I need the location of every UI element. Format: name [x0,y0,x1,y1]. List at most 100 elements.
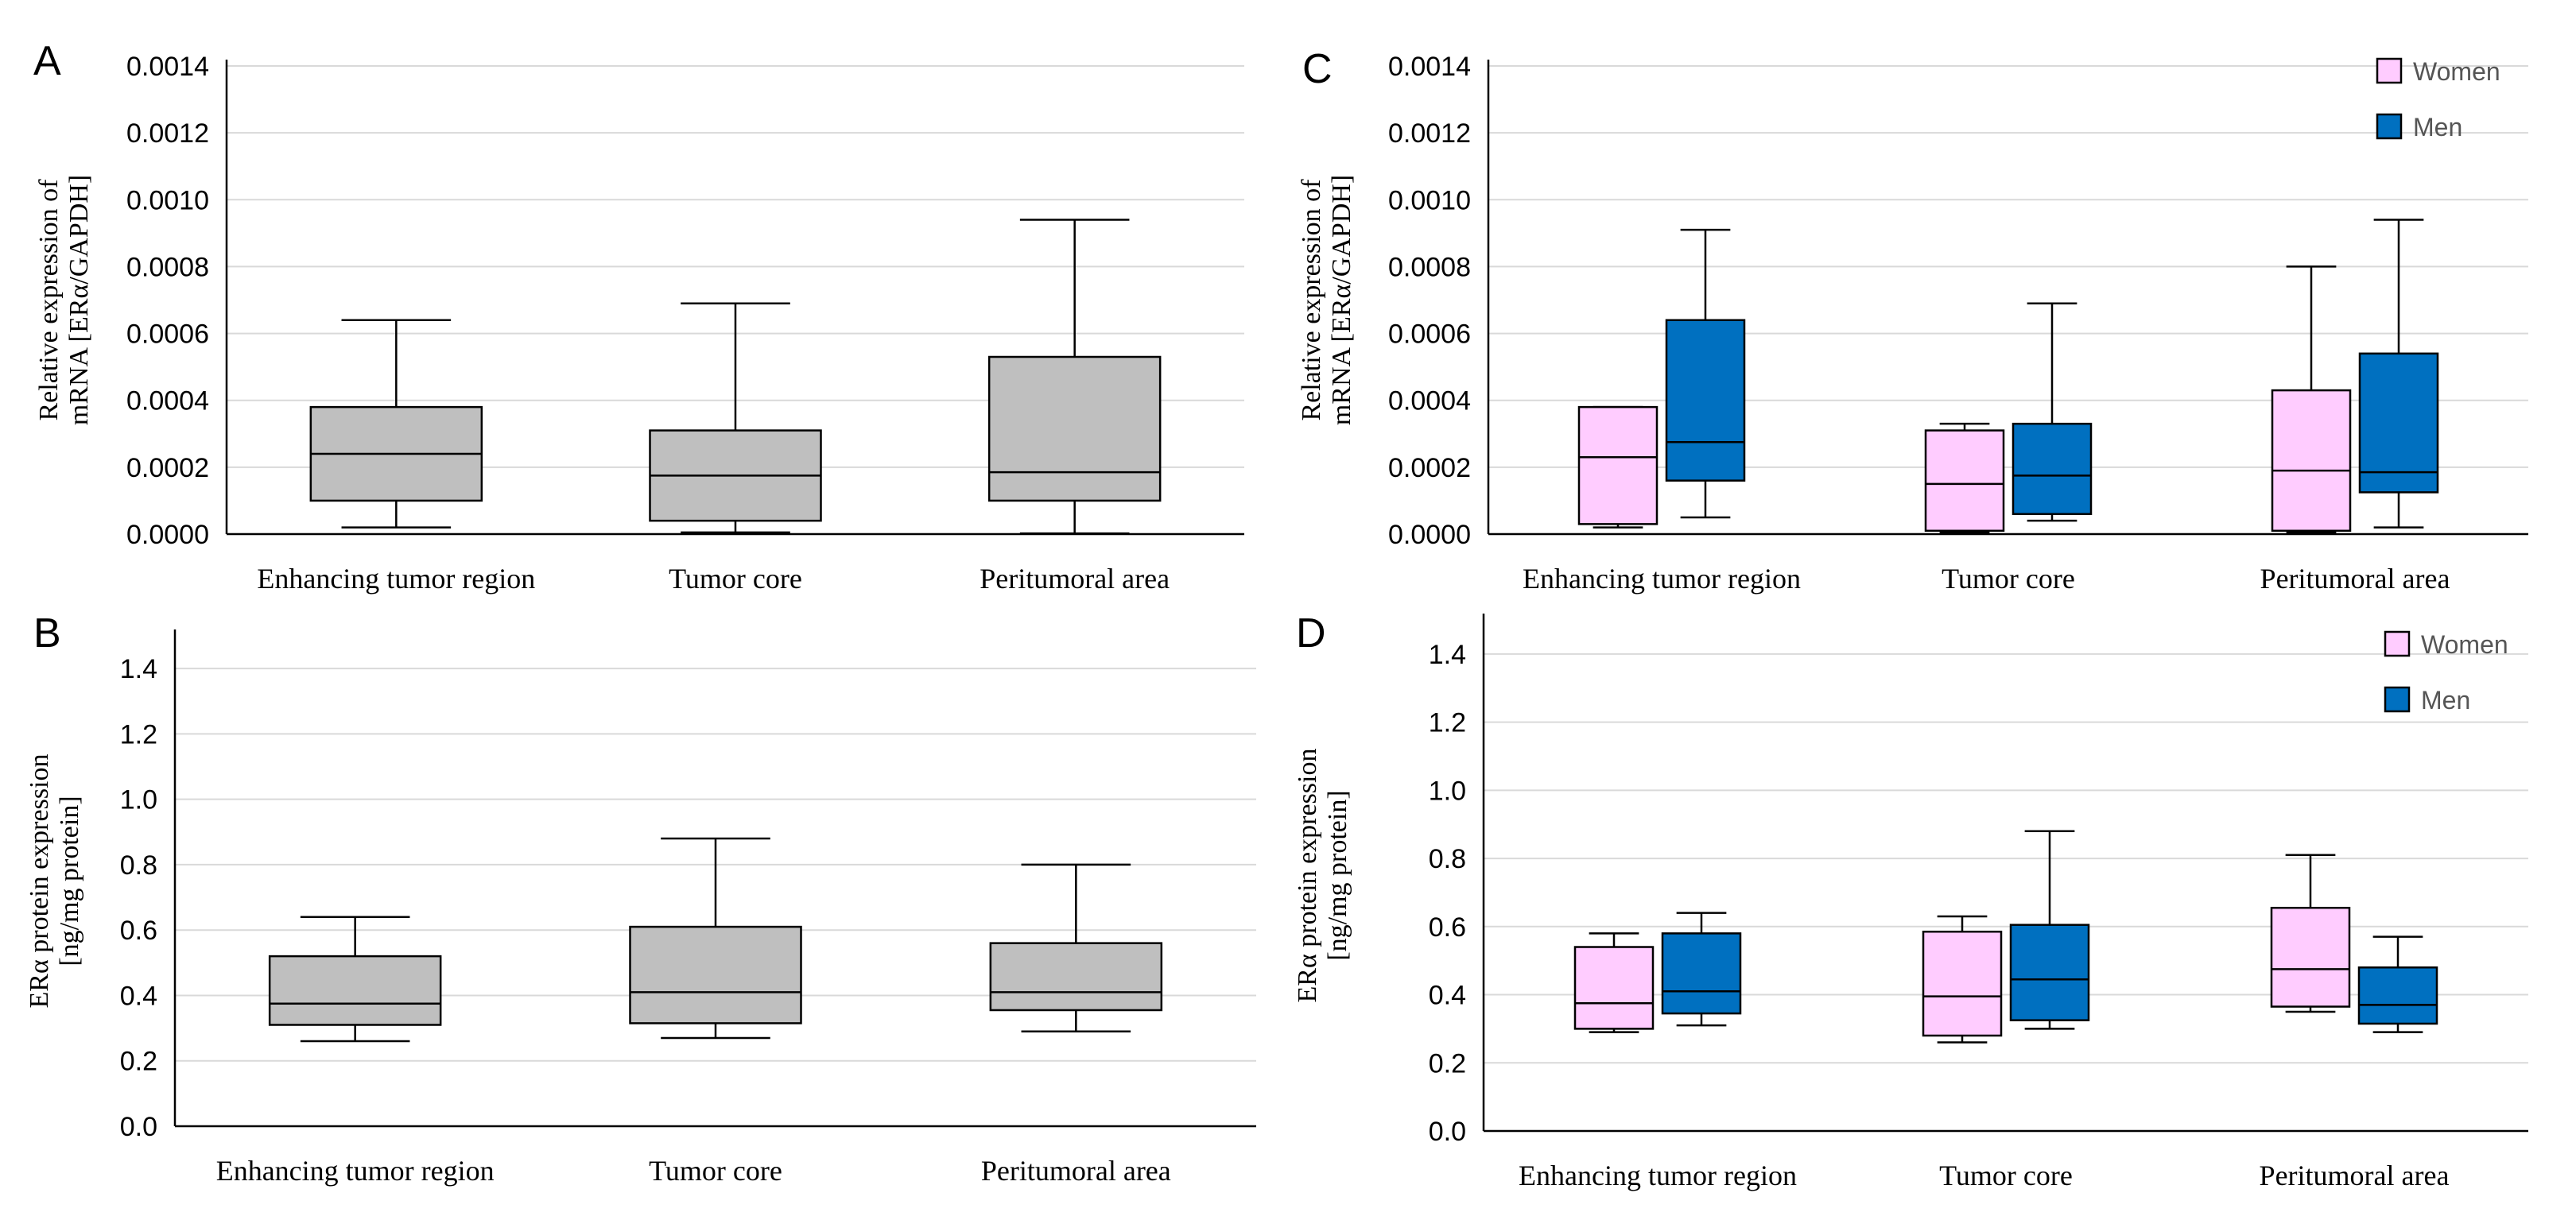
y-tick-label: 0.0008 [1388,252,1471,282]
x-tick-label: Tumor core [1939,1160,2073,1191]
y-tick-label: 1.2 [1429,708,1466,738]
box-iqr [1577,405,1658,525]
x-tick-label: Peritumoral area [980,563,1170,595]
y-tick-label: 0.0012 [1388,118,1471,149]
y-tick-label: 0.0002 [126,453,209,483]
box-all-2 [987,219,1162,535]
box-men-0 [1665,228,1746,519]
x-tick-label: Tumor core [1942,563,2075,595]
y-axis-label: [ng/mg protein] [55,796,84,966]
box-iqr [268,955,442,1026]
box-men-2 [2357,935,2438,1033]
y-tick-label: 0.6 [120,916,157,946]
x-tick-label: Tumor core [649,1155,782,1187]
y-axis-label: Relative expression of [34,179,64,421]
legend-label: Men [2413,113,2462,141]
y-tick-label: 0.0006 [126,320,209,350]
y-tick-label: 0.0004 [126,386,209,416]
box-iqr [2009,924,2090,1021]
y-axis-label: mRNA [ERα/GAPDH] [1327,175,1356,425]
y-tick-label: 0.0000 [1388,520,1471,550]
panel-letter: B [33,610,61,656]
box-iqr [2358,352,2439,494]
box-all-1 [629,837,802,1040]
box-women-2 [2271,265,2352,534]
y-tick-label: 0.0 [120,1112,157,1142]
x-tick-label: Tumor core [669,563,802,595]
x-tick-label: Peritumoral area [2260,563,2450,595]
panel-letter: C [1302,46,1333,92]
legend-swatch-men [2376,113,2403,140]
y-tick-label: 0.4 [1429,981,1466,1011]
legend-label: Men [2421,686,2470,715]
box-men-0 [1661,912,1742,1027]
chart-panel-b: B 0.0 0.2 0.4 0.6 0.8 1.0 1.2 1.4 ERα protein exp… [25,610,1256,1187]
y-axis-label: Relative expression of [1297,179,1326,421]
box-women-0 [1577,405,1658,529]
chart-panel-d: D 0.0 0.2 0.4 0.6 0.8 1.0 1.2 1.4 ERα protein exp… [1293,610,2528,1191]
box-women-0 [1573,932,1655,1033]
x-tick-label: Peritumoral area [981,1155,1171,1187]
y-tick-label: 0.0002 [1388,453,1471,483]
box-iqr [989,942,1163,1012]
y-tick-label: 0.6 [1429,912,1466,943]
y-axis-label: ERα protein expression [1293,749,1322,1003]
x-tick-label: Enhancing tumor region [1523,563,1801,595]
y-tick-label: 0.0004 [1388,386,1471,416]
y-tick-label: 0.8 [120,850,157,881]
box-iqr [2270,906,2351,1008]
y-tick-label: 0.0000 [126,520,209,550]
x-tick-label: Enhancing tumor region [216,1155,495,1187]
y-tick-label: 0.0014 [126,52,209,82]
box-men-2 [2358,219,2439,529]
box-all-0 [309,319,483,529]
y-tick-label: 0.0014 [1388,52,1471,82]
box-iqr [987,355,1162,502]
chart-panel-c: C 0.0000 0.0002 0.0004 0.0006 0.0008 0.0010 0.0… [1297,46,2528,595]
y-axis-label: ERα protein expression [25,754,54,1009]
y-tick-label: 0.0006 [1388,320,1471,350]
box-iqr [2271,389,2352,533]
y-tick-label: 0.0008 [126,252,209,282]
legend-label: Women [2413,57,2500,86]
y-tick-label: 1.4 [1429,640,1466,670]
box-women-1 [1924,422,2005,534]
box-iqr [1924,429,2005,533]
y-tick-label: 1.4 [120,654,157,684]
box-iqr [1665,319,1746,482]
x-tick-label: Enhancing tumor region [257,563,535,595]
box-all-1 [649,302,822,534]
box-all-2 [989,863,1163,1032]
box-iqr [1573,946,1655,1030]
legend-swatch-men [2384,686,2411,713]
legend-swatch-women [2376,57,2403,84]
panel-letter: D [1296,610,1326,656]
y-tick-label: 1.0 [1429,776,1466,806]
y-tick-label: 0.2 [1429,1048,1466,1079]
y-tick-label: 0.8 [1429,844,1466,874]
y-tick-label: 0.0010 [1388,185,1471,215]
box-iqr [629,925,802,1024]
chart-panel-a: A 0.0000 0.0002 0.0004 0.0006 0.0008 0.0010 0.0… [33,38,1244,595]
panel-letter: A [33,38,61,84]
legend-swatch-women [2384,630,2411,657]
y-tick-label: 0.0010 [126,185,209,215]
x-tick-label: Enhancing tumor region [1519,1160,1797,1191]
y-axis-label: mRNA [ERα/GAPDH] [64,175,94,425]
y-tick-label: 0.2 [120,1047,157,1077]
y-tick-label: 1.0 [120,785,157,815]
y-tick-label: 0.4 [120,981,157,1011]
y-tick-label: 0.0 [1429,1117,1466,1147]
box-iqr [1922,930,2003,1037]
box-iqr [1661,932,1742,1015]
x-tick-label: Peritumoral area [2260,1160,2450,1191]
y-tick-label: 0.0012 [126,118,209,149]
box-men-1 [2012,302,2093,522]
box-women-2 [2270,854,2351,1013]
box-iqr [2357,966,2438,1025]
box-all-0 [268,916,442,1043]
y-axis-label: [ng/mg protein] [1323,790,1352,960]
box-iqr [2012,422,2093,516]
legend-label: Women [2421,630,2508,659]
